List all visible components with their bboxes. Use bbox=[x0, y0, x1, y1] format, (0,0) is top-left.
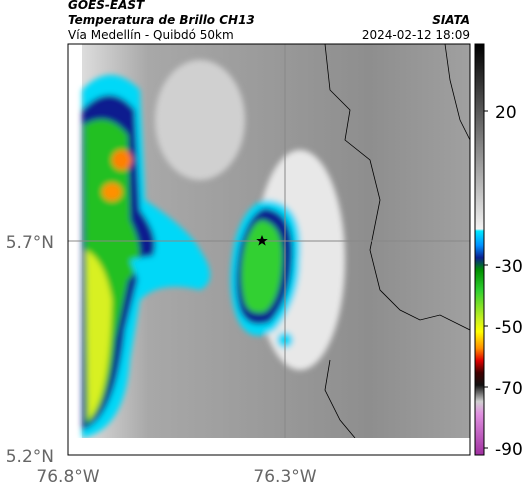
colorbar-tick-label: -90 bbox=[495, 440, 523, 460]
map-title: Temperatura de Brillo CH13 bbox=[68, 13, 255, 27]
colorbar-tick-label: -30 bbox=[495, 257, 523, 277]
lat-tick-label: 5.2°N bbox=[6, 447, 54, 467]
colorbar-tick-label: -70 bbox=[495, 379, 523, 399]
agency-label: SIATA bbox=[432, 13, 470, 27]
map-subtitle: Vía Medellín - Quibdó 50km bbox=[68, 28, 234, 42]
lon-tick-label: 76.8°W bbox=[36, 467, 99, 487]
colorbar bbox=[474, 43, 485, 456]
colorbar-tick-label: 20 bbox=[495, 103, 517, 123]
satellite-image bbox=[68, 44, 470, 438]
datetime-label: 2024-02-12 18:09 bbox=[362, 28, 470, 42]
colorbar-tick-label: -50 bbox=[495, 318, 523, 338]
lon-tick-label: 76.3°W bbox=[253, 467, 316, 487]
source-label: GOES-EAST bbox=[68, 0, 145, 12]
lat-tick-label: 5.7°N bbox=[6, 233, 54, 253]
